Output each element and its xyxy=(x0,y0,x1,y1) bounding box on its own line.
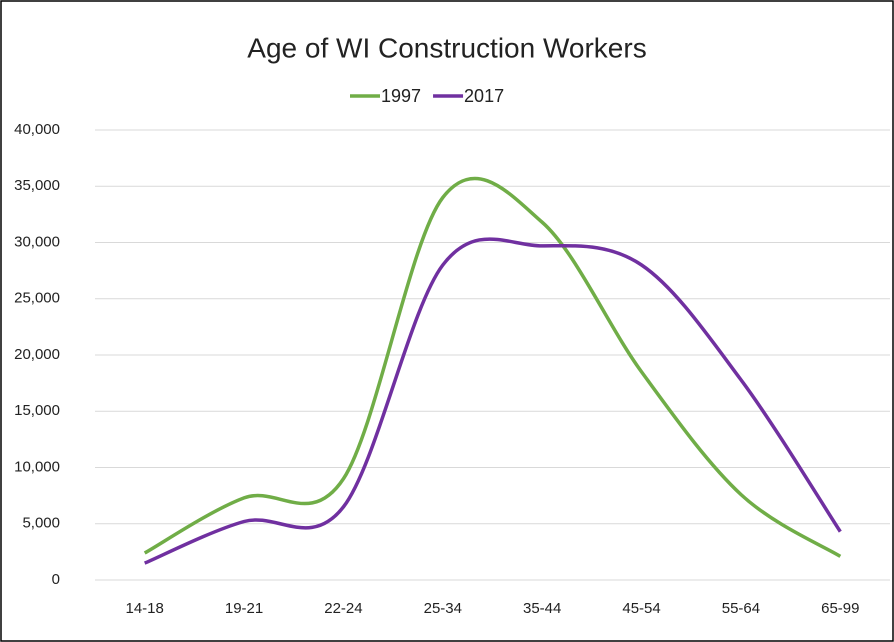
y-tick-label: 20,000 xyxy=(14,346,60,363)
y-tick-label: 5,000 xyxy=(22,515,60,532)
x-tick-label: 14-18 xyxy=(126,600,164,617)
y-tick-label: 30,000 xyxy=(14,233,60,250)
y-tick-label: 15,000 xyxy=(14,402,60,419)
x-tick-label: 35-44 xyxy=(523,600,561,617)
x-tick-label: 25-34 xyxy=(424,600,462,617)
x-tick-label: 65-99 xyxy=(821,600,859,617)
series-line xyxy=(144,237,842,565)
y-tick-label: 25,000 xyxy=(14,290,60,307)
y-tick-label: 35,000 xyxy=(14,177,60,194)
x-tick-label: 19-21 xyxy=(225,600,263,617)
legend-label: 1997 xyxy=(381,86,421,106)
y-tick-label: 0 xyxy=(52,571,60,588)
y-tick-label: 10,000 xyxy=(14,458,60,475)
x-tick-label: 45-54 xyxy=(622,600,660,617)
legend-label: 2017 xyxy=(464,86,504,106)
series-line xyxy=(143,176,842,558)
x-tick-label: 55-64 xyxy=(722,600,760,617)
y-tick-label: 40,000 xyxy=(14,121,60,138)
x-tick-label: 22-24 xyxy=(324,600,362,617)
chart-title: Age of WI Construction Workers xyxy=(247,32,646,63)
